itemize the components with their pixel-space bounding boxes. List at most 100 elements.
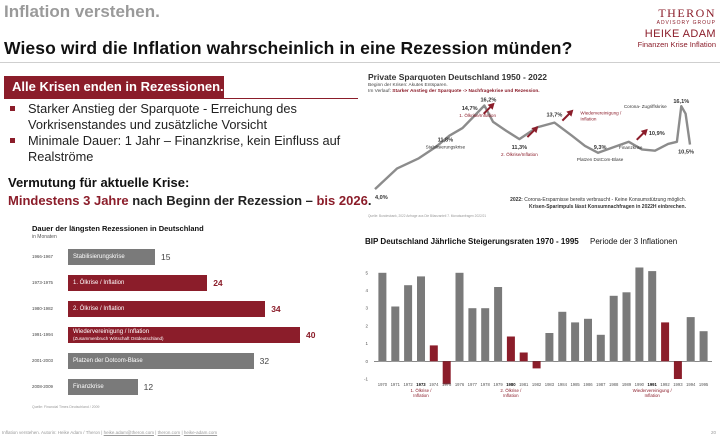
gdp-year-label: 1979 xyxy=(493,382,503,387)
duration-bar: 1. Ölkrise / Inflation xyxy=(68,275,208,291)
gdp-y-tick: 5 xyxy=(365,270,368,275)
savings-value-label: 11,8% xyxy=(438,138,454,144)
gdp-bar xyxy=(442,361,451,385)
savings-value-label: 4,0% xyxy=(375,195,388,200)
gdp-bar xyxy=(404,285,413,362)
savings-value-label: 10,9% xyxy=(649,131,665,137)
duration-row: 2001-2003 Platzen der Dotcom-Blase 32 xyxy=(32,353,332,369)
bullet-square-icon xyxy=(10,138,15,143)
gdp-bar xyxy=(584,318,592,362)
header-divider xyxy=(0,62,720,63)
duration-value: 12 xyxy=(143,382,154,392)
section-heading-box: Alle Krisen enden in Rezessionen. xyxy=(4,76,224,98)
savings-note-line1: 2022: Corona-Ersparnisse bereits verbrau… xyxy=(480,197,686,204)
bullet-list: Starker Anstieg der Sparquote - Erreichu… xyxy=(8,101,358,165)
gdp-year-label: 1980 xyxy=(506,382,516,387)
bullet-item: Minimale Dauer: 1 Jahr – Finanzkrise, ke… xyxy=(8,133,358,165)
gdp-year-label: 1985 xyxy=(570,382,580,387)
duration-period: 1980-1982 xyxy=(32,306,53,311)
duration-bar-label: 2. Ölkrise / Inflation xyxy=(73,305,125,312)
savings-subtitle-line1: Beginn der Krisen: Akutes Entsparen. xyxy=(368,83,448,88)
duration-period: 2008-2009 xyxy=(32,384,53,389)
assumption-end: . xyxy=(367,193,372,208)
gdp-bar xyxy=(686,317,695,362)
assumption-duration: Mindestens 3 Jahre xyxy=(8,193,129,208)
gdp-year-label: 1971 xyxy=(391,382,401,387)
bullet-text: Starker Anstieg der Sparquote - Erreichu… xyxy=(28,101,297,132)
gdp-year-label: 1988 xyxy=(609,382,619,387)
gdp-bar xyxy=(648,271,657,362)
page-title: Wieso wird die Inflation wahrscheinlich … xyxy=(4,38,573,58)
savings-subtitle-line2: Im Verlauf: Starker Anstieg der Sparquot… xyxy=(368,89,540,95)
duration-row: 1973-1975 1. Ölkrise / Inflation 24 xyxy=(32,275,332,291)
savings-subtitle-prefix: Im Verlauf: xyxy=(368,89,393,94)
savings-value-label: 16,2% xyxy=(480,97,496,103)
duration-chart-source: Quelle: Financial Times Deutschland / 20… xyxy=(32,405,100,409)
gdp-year-label: 1993 xyxy=(673,382,683,387)
duration-chart-unit: in Monaten xyxy=(32,234,57,240)
savings-line xyxy=(374,104,692,190)
duration-period: 1966-1967 xyxy=(32,254,53,259)
savings-line-chart: 4,0% 11,8%Stabilisierungskrise 14,7%1. Ölk… xyxy=(374,97,694,200)
gdp-bar xyxy=(494,287,503,362)
footer-email-link[interactable]: heike.adam@theron.com xyxy=(103,430,154,435)
gdp-year-label: 1973 xyxy=(416,382,426,387)
duration-row: 2008-2009 Finanzkrise 12 xyxy=(32,379,332,395)
footer-web-link[interactable]: theron.com xyxy=(157,430,181,435)
assumption-heading: Vermutung für aktuelle Krise: xyxy=(8,175,190,190)
bullet-text: Minimale Dauer: 1 Jahr – Finanzkrise, ke… xyxy=(28,133,341,164)
up-arrow-icon xyxy=(636,128,648,141)
savings-value-label: 10,5% xyxy=(678,150,694,156)
gdp-y-tick: 0 xyxy=(365,359,368,364)
duration-bar-sublabel: (Zusammenbruch Wirtschaft Ostdeutschland… xyxy=(73,336,164,341)
footer: Inflation verstehen. Autorin: Heike Adam… xyxy=(0,426,720,440)
gdp-bar xyxy=(596,334,605,362)
savings-note-text: Corona-Ersparnisse bereits verbraucht - … xyxy=(522,197,686,203)
gdp-bar xyxy=(481,308,490,362)
gdp-year-label: 1982 xyxy=(532,382,542,387)
duration-value: 24 xyxy=(213,278,223,288)
duration-chart-title: Dauer der längsten Rezessionen in Deutsc… xyxy=(32,224,204,233)
page-supertitle: Inflation verstehen. xyxy=(4,2,160,21)
gdp-y-tick: 1 xyxy=(365,341,368,346)
gdp-bar xyxy=(378,272,387,362)
gdp-year-label: 1977 xyxy=(468,382,478,387)
duration-value: 15 xyxy=(161,252,171,262)
savings-crisis-label: 1. Ölkrise/Inflation xyxy=(459,112,496,118)
savings-note-year: 2022: xyxy=(510,197,523,203)
gdp-period-label: Periode der 3 Inflationen xyxy=(590,237,678,246)
gdp-year-label: 1975 xyxy=(442,382,452,387)
savings-value-label: 11,3% xyxy=(512,145,528,151)
assumption-middle: nach Beginn der Rezession – xyxy=(128,193,317,208)
gdp-axis: 5 4 3 2 1 0 -1 xyxy=(364,270,712,382)
gdp-y-tick: -1 xyxy=(364,377,368,382)
gdp-crisis-label: 2. Ölkrise / xyxy=(500,388,522,393)
gdp-bar xyxy=(609,295,618,362)
brand-logo: THERON ADVISORY GROUP HEIKE ADAM Finanze… xyxy=(616,6,716,49)
gdp-y-tick: 4 xyxy=(365,288,368,293)
gdp-bar xyxy=(506,336,515,362)
logo-theron: THERON xyxy=(658,6,716,20)
gdp-bars xyxy=(378,267,708,385)
savings-value-label: 16,1% xyxy=(673,99,689,105)
gdp-year-label: 1990 xyxy=(635,382,645,387)
gdp-bar xyxy=(571,322,580,362)
gdp-year-label: 1992 xyxy=(660,382,670,387)
duration-bar-label: 1. Ölkrise / Inflation xyxy=(73,279,125,286)
savings-value-label: 14,7% xyxy=(462,106,478,112)
gdp-bar xyxy=(468,308,477,362)
savings-chart-source: Quelle: Bundesbank, 2022 Anfrage aus Die… xyxy=(368,214,487,218)
duration-value: 40 xyxy=(306,330,316,340)
duration-bar: Platzen der Dotcom-Blase xyxy=(68,353,254,369)
gdp-year-label: 1981 xyxy=(519,382,529,387)
gdp-bar xyxy=(545,333,554,362)
savings-value-label: 13,7% xyxy=(546,113,562,119)
footer-web-link-2[interactable]: heike-adam.com xyxy=(183,430,218,435)
duration-row: 1980-1982 2. Ölkrise / Inflation 34 xyxy=(32,301,332,317)
duration-bar-label: Platzen der Dotcom-Blase xyxy=(73,357,143,364)
duration-bar: 2. Ölkrise / Inflation xyxy=(68,301,266,317)
gdp-year-label: 1995 xyxy=(699,382,709,387)
savings-arrows xyxy=(482,102,648,141)
gdp-year-label: 1970 xyxy=(378,382,388,387)
